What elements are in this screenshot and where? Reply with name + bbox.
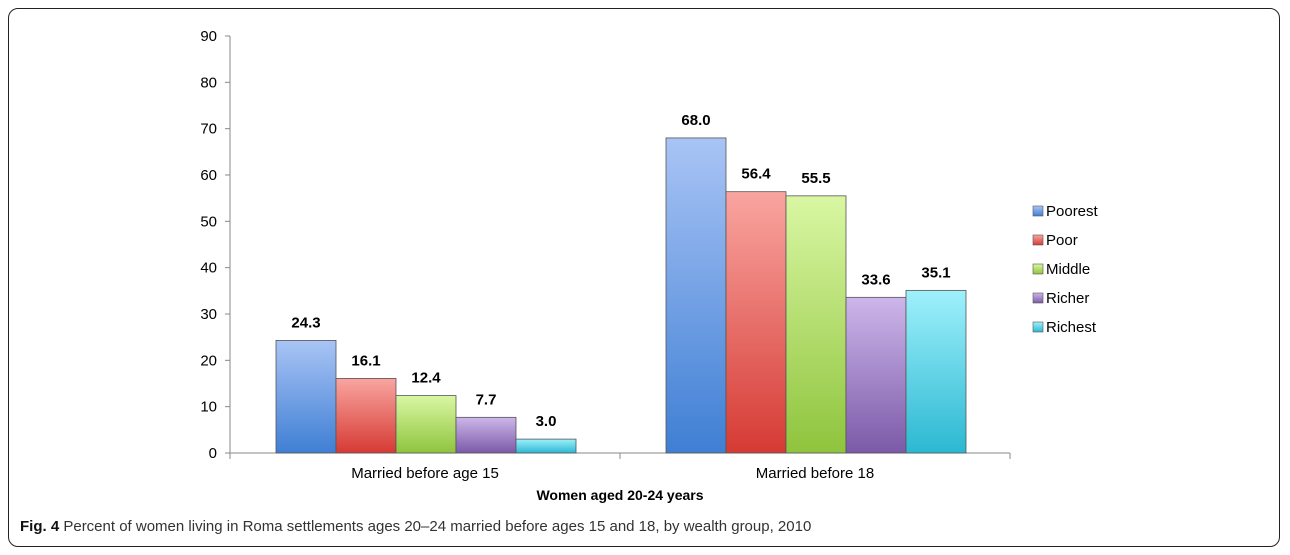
legend-swatch-richest <box>1032 321 1044 333</box>
bar-value-label: 24.3 <box>291 314 320 331</box>
figure-caption: Fig. 4 Percent of women living in Roma s… <box>20 518 811 535</box>
bar-richer-1 <box>455 416 517 454</box>
bar-richest-1 <box>515 438 577 454</box>
bar-value-label: 3.0 <box>536 413 557 430</box>
figure-label: Fig. 4 <box>20 518 60 535</box>
bar-poor-1 <box>335 378 397 454</box>
bar-value-label: 56.4 <box>741 166 771 183</box>
y-tick-label: 30 <box>200 306 217 323</box>
legend-label-richest: Richest <box>1046 319 1097 336</box>
figure-caption-text: Percent of women living in Roma settleme… <box>63 518 812 535</box>
bars <box>275 137 967 454</box>
x-axis-title: Women aged 20-24 years <box>536 487 703 503</box>
bar-richest-2 <box>905 289 967 454</box>
y-tick-label: 60 <box>200 167 217 184</box>
legend-swatch-poorest <box>1032 205 1044 217</box>
y-tick-label: 70 <box>200 121 217 138</box>
x-tick-label: Married before 18 <box>756 465 874 482</box>
x-axis: Married before age 15 Married before 18 <box>229 452 1011 482</box>
legend-label-richer: Richer <box>1046 290 1089 307</box>
legend-swatch-middle <box>1032 263 1044 275</box>
legend: Poorest Poor Middle Richer Richest <box>1032 203 1099 336</box>
bar-middle-1 <box>395 395 457 454</box>
bar-value-label: 7.7 <box>476 391 497 408</box>
bar-value-label: 35.1 <box>921 264 950 281</box>
legend-swatch-poor <box>1032 234 1044 246</box>
y-tick-label: 80 <box>200 74 217 91</box>
y-axis: 0 10 20 30 40 50 60 70 80 90 <box>200 28 231 462</box>
bar-poorest-1 <box>275 340 337 454</box>
bar-value-label: 68.0 <box>681 112 710 129</box>
bar-richer-2 <box>845 296 907 454</box>
legend-label-poor: Poor <box>1046 232 1078 249</box>
y-tick-label: 40 <box>200 260 217 277</box>
y-tick-label: 90 <box>200 28 217 45</box>
x-tick-label: Married before age 15 <box>351 465 499 482</box>
y-tick-label: 10 <box>200 399 217 416</box>
bar-value-labels: 24.3 68.0 16.1 56.4 12.4 55.5 7.7 33.6 3.0 35.1 <box>291 112 950 430</box>
legend-label-middle: Middle <box>1046 261 1090 278</box>
bar-value-label: 12.4 <box>411 370 441 387</box>
y-tick-label: 50 <box>200 213 217 230</box>
y-tick-label: 20 <box>200 352 217 369</box>
legend-swatch-richer <box>1032 292 1044 304</box>
y-tick-label: 0 <box>209 445 217 462</box>
legend-label-poorest: Poorest <box>1046 203 1099 220</box>
bar-middle-2 <box>785 195 847 454</box>
bar-value-label: 16.1 <box>351 352 380 369</box>
bar-poorest-2 <box>665 137 727 454</box>
bar-value-label: 33.6 <box>861 271 890 288</box>
figure-frame <box>8 8 1280 547</box>
bar-poor-2 <box>725 191 787 454</box>
bar-value-label: 55.5 <box>801 170 830 187</box>
